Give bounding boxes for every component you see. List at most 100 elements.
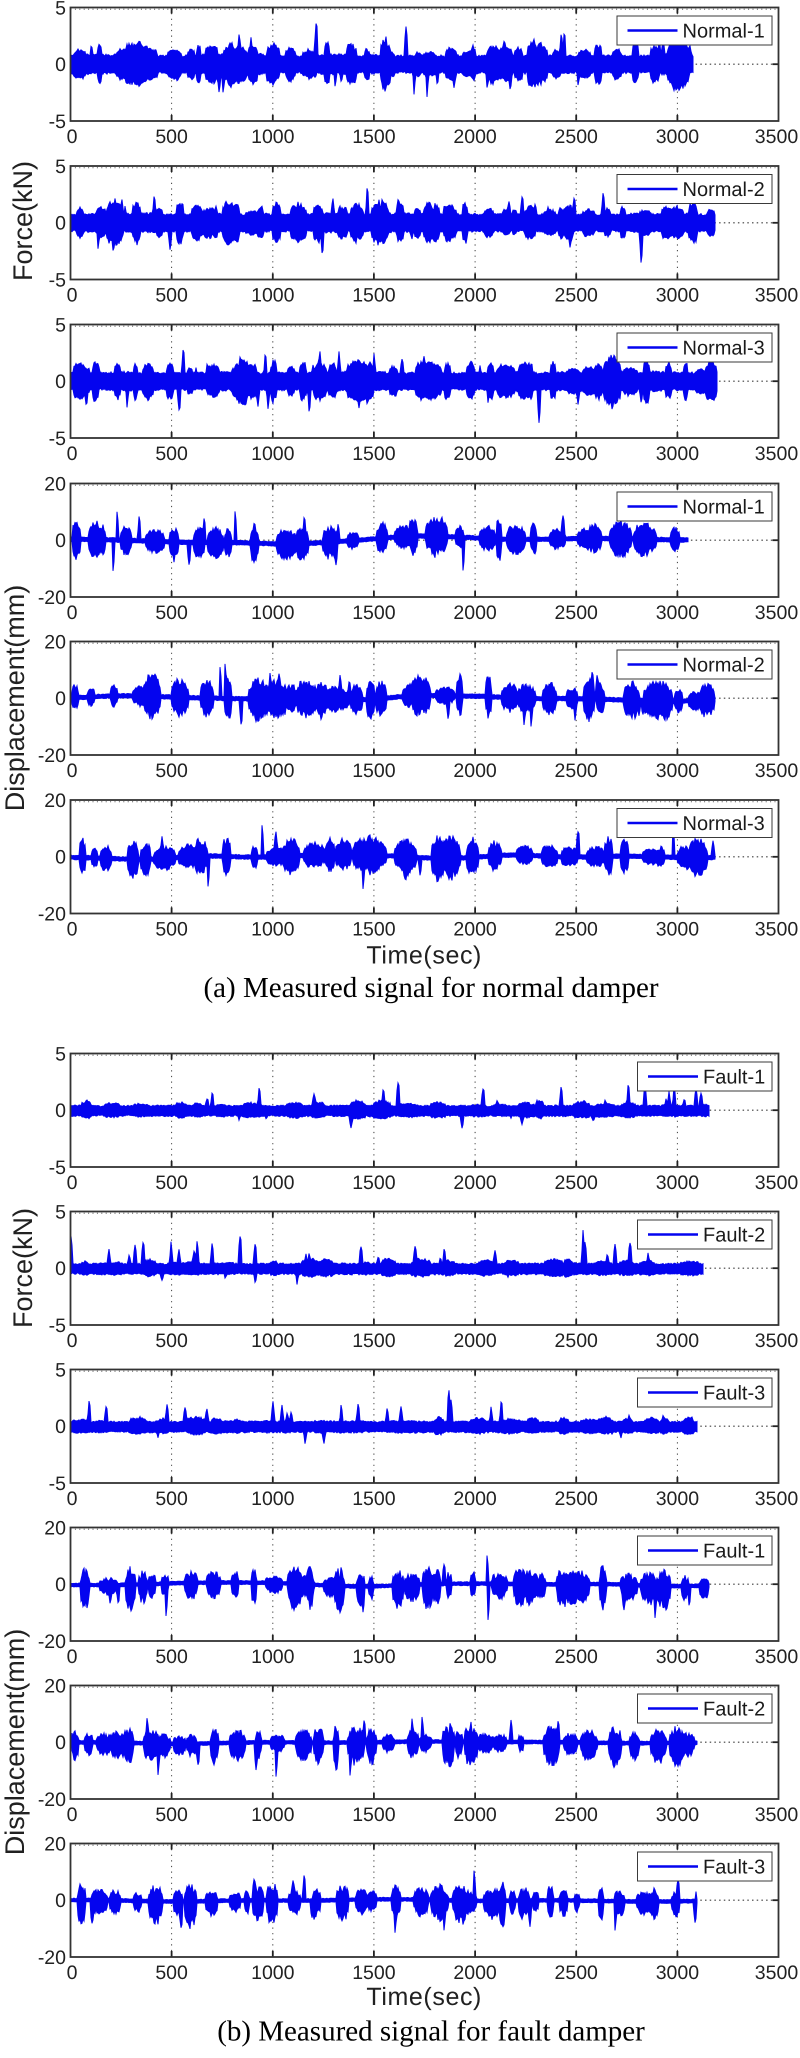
- svg-text:1500: 1500: [352, 760, 396, 782]
- svg-text:3500: 3500: [755, 919, 799, 941]
- svg-text:3000: 3000: [656, 285, 700, 307]
- svg-text:3000: 3000: [656, 1962, 700, 1984]
- svg-text:Normal-3: Normal-3: [683, 337, 765, 359]
- svg-text:1500: 1500: [352, 1330, 396, 1352]
- svg-text:0: 0: [55, 371, 66, 393]
- svg-text:Displacement(mm): Displacement(mm): [0, 585, 30, 812]
- svg-text:2000: 2000: [453, 1962, 497, 1984]
- svg-text:20: 20: [44, 1675, 66, 1697]
- svg-text:0: 0: [55, 1890, 66, 1912]
- svg-text:1500: 1500: [352, 1172, 396, 1194]
- svg-text:5: 5: [55, 1201, 66, 1223]
- svg-text:0: 0: [55, 54, 66, 76]
- svg-text:Time(sec): Time(sec): [366, 942, 482, 970]
- svg-text:3500: 3500: [755, 285, 799, 307]
- svg-text:500: 500: [155, 1646, 188, 1668]
- svg-text:0: 0: [55, 1732, 66, 1754]
- svg-text:500: 500: [155, 1962, 188, 1984]
- svg-text:Fault-3: Fault-3: [703, 1382, 765, 1404]
- svg-text:3500: 3500: [755, 1804, 799, 1826]
- svg-text:0: 0: [67, 602, 78, 624]
- svg-text:Fault-2: Fault-2: [703, 1698, 765, 1720]
- svg-text:2500: 2500: [555, 760, 599, 782]
- svg-text:Normal-1: Normal-1: [683, 20, 765, 42]
- svg-text:0: 0: [67, 285, 78, 307]
- svg-text:1000: 1000: [251, 443, 295, 465]
- svg-text:5: 5: [55, 156, 66, 178]
- svg-text:Time(sec): Time(sec): [366, 1983, 482, 2011]
- svg-text:0: 0: [55, 688, 66, 710]
- svg-text:1500: 1500: [352, 285, 396, 307]
- svg-text:Fault-3: Fault-3: [703, 1856, 765, 1878]
- svg-text:0: 0: [55, 530, 66, 552]
- svg-text:5: 5: [55, 0, 66, 19]
- svg-text:Fault-1: Fault-1: [703, 1066, 765, 1088]
- svg-text:2000: 2000: [453, 1646, 497, 1668]
- svg-text:2500: 2500: [555, 602, 599, 624]
- svg-text:5: 5: [55, 1043, 66, 1065]
- svg-text:3500: 3500: [755, 760, 799, 782]
- svg-text:2000: 2000: [453, 919, 497, 941]
- svg-text:0: 0: [67, 1962, 78, 1984]
- svg-text:3500: 3500: [755, 443, 799, 465]
- svg-text:0: 0: [55, 1100, 66, 1122]
- svg-text:-20: -20: [38, 903, 66, 925]
- svg-text:0: 0: [55, 1574, 66, 1596]
- svg-text:3000: 3000: [656, 760, 700, 782]
- svg-text:0: 0: [67, 919, 78, 941]
- svg-text:3500: 3500: [755, 1646, 799, 1668]
- svg-text:Normal-2: Normal-2: [683, 179, 765, 201]
- svg-text:1000: 1000: [251, 760, 295, 782]
- svg-text:1500: 1500: [352, 1962, 396, 1984]
- svg-text:Normal-2: Normal-2: [683, 654, 765, 676]
- svg-text:3000: 3000: [656, 126, 700, 148]
- svg-text:1000: 1000: [251, 1488, 295, 1510]
- svg-text:5: 5: [55, 1359, 66, 1381]
- svg-text:0: 0: [55, 1416, 66, 1438]
- svg-text:2500: 2500: [555, 1330, 599, 1352]
- svg-text:-20: -20: [38, 1947, 66, 1969]
- svg-text:20: 20: [44, 1517, 66, 1539]
- svg-text:2500: 2500: [555, 126, 599, 148]
- svg-text:-20: -20: [38, 1789, 66, 1811]
- svg-text:0: 0: [67, 443, 78, 465]
- svg-text:0: 0: [55, 213, 66, 235]
- svg-text:1500: 1500: [352, 1488, 396, 1510]
- svg-text:2500: 2500: [555, 443, 599, 465]
- svg-text:1000: 1000: [251, 1804, 295, 1826]
- svg-text:20: 20: [44, 1833, 66, 1855]
- svg-text:0: 0: [67, 1330, 78, 1352]
- svg-text:5: 5: [55, 314, 66, 336]
- svg-text:Fault-2: Fault-2: [703, 1224, 765, 1246]
- svg-text:2000: 2000: [453, 1172, 497, 1194]
- svg-text:1000: 1000: [251, 919, 295, 941]
- svg-text:500: 500: [155, 1804, 188, 1826]
- svg-text:1500: 1500: [352, 919, 396, 941]
- svg-text:(b) Measured signal for fault: (b) Measured signal for fault damper: [217, 2016, 645, 2048]
- svg-text:Force(kN): Force(kN): [8, 161, 38, 281]
- svg-text:500: 500: [155, 1488, 188, 1510]
- svg-text:500: 500: [155, 1172, 188, 1194]
- svg-text:2000: 2000: [453, 1330, 497, 1352]
- svg-text:3000: 3000: [656, 1488, 700, 1510]
- svg-text:500: 500: [155, 760, 188, 782]
- svg-text:0: 0: [67, 1488, 78, 1510]
- svg-text:1000: 1000: [251, 1962, 295, 1984]
- svg-text:3000: 3000: [656, 1804, 700, 1826]
- svg-text:500: 500: [155, 919, 188, 941]
- svg-text:3500: 3500: [755, 602, 799, 624]
- svg-text:3000: 3000: [656, 1330, 700, 1352]
- svg-text:1500: 1500: [352, 602, 396, 624]
- svg-text:Fault-1: Fault-1: [703, 1540, 765, 1562]
- svg-text:3500: 3500: [755, 1962, 799, 1984]
- svg-text:2000: 2000: [453, 1804, 497, 1826]
- svg-text:2000: 2000: [453, 1488, 497, 1510]
- svg-text:3000: 3000: [656, 1646, 700, 1668]
- svg-text:3000: 3000: [656, 602, 700, 624]
- svg-text:0: 0: [67, 760, 78, 782]
- svg-text:Displacement(mm): Displacement(mm): [0, 1629, 30, 1856]
- svg-text:2500: 2500: [555, 1804, 599, 1826]
- svg-text:1000: 1000: [251, 1172, 295, 1194]
- svg-text:2500: 2500: [555, 1962, 599, 1984]
- svg-text:1000: 1000: [251, 1646, 295, 1668]
